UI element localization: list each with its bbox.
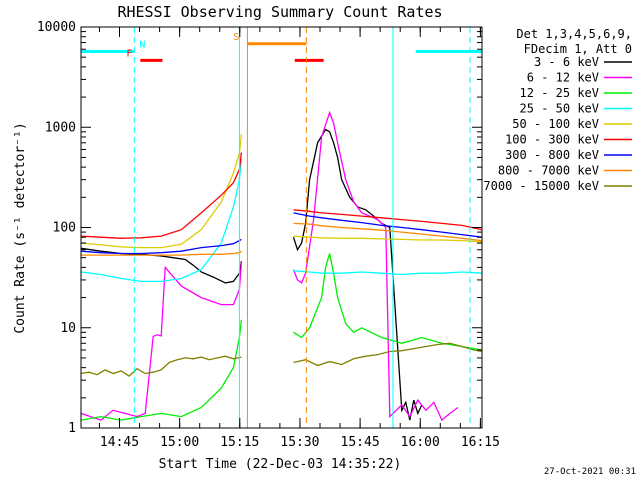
legend-header: FDecim 1, Att 0 xyxy=(524,42,632,56)
x-tick-label: 15:30 xyxy=(280,435,319,450)
series-line xyxy=(80,253,483,421)
marker-label: F xyxy=(126,48,132,59)
x-tick-label: 15:15 xyxy=(220,435,259,450)
x-tick-label: 14:45 xyxy=(100,435,139,450)
x-tick-label: 15:00 xyxy=(160,435,199,450)
legend: Det 1,3,4,5,6,9,FDecim 1, Att 03 - 6 keV… xyxy=(483,27,632,193)
x-axis-label: Start Time (22-Dec-03 14:35:22) xyxy=(159,457,402,472)
legend-label: 100 - 300 keV xyxy=(505,133,599,147)
footer-timestamp: 27-Oct-2021 00:31 xyxy=(544,467,636,477)
legend-label: 25 - 50 keV xyxy=(520,102,599,116)
y-axis: 1 10 100 1000 10000 xyxy=(37,20,482,436)
series-line xyxy=(80,152,483,239)
chart-title: RHESSI Observing Summary Count Rates xyxy=(117,3,442,21)
series-layer xyxy=(80,110,483,422)
series-line xyxy=(80,342,483,377)
y-tick-label: 100 xyxy=(53,221,76,236)
series-line xyxy=(80,128,423,421)
legend-label: 6 - 12 keV xyxy=(527,71,599,85)
marker-layer: NF S xyxy=(80,27,482,428)
x-tick-label: 15:45 xyxy=(341,435,380,450)
series-line xyxy=(80,212,483,255)
legend-label: 7000 - 15000 keV xyxy=(483,179,599,193)
marker-label: N xyxy=(139,39,145,50)
legend-label: 12 - 25 keV xyxy=(520,86,599,100)
legend-label: 50 - 100 keV xyxy=(512,117,599,131)
series-line xyxy=(80,159,483,283)
y-tick-label: 1 xyxy=(68,421,76,436)
y-tick-label: 1000 xyxy=(45,120,76,135)
legend-header: Det 1,3,4,5,6,9, xyxy=(516,27,632,41)
plot-frame xyxy=(80,26,483,429)
x-axis: 14:45 15:00 15:15 15:30 15:45 16:00 16:15 xyxy=(98,27,500,450)
y-tick-label: 10000 xyxy=(37,20,76,35)
legend-label: 300 - 800 keV xyxy=(505,148,599,162)
series-line xyxy=(80,134,483,249)
legend-label: 3 - 6 keV xyxy=(534,55,599,69)
series-line xyxy=(81,222,483,256)
y-tick-label: 10 xyxy=(60,321,76,336)
series-line xyxy=(80,110,459,422)
y-axis-label: Count Rate (s⁻¹ detector⁻¹) xyxy=(13,122,28,333)
legend-label: 800 - 7000 keV xyxy=(498,164,599,178)
x-tick-label: 16:15 xyxy=(461,435,500,450)
x-tick-label: 16:00 xyxy=(401,435,440,450)
marker-label: S xyxy=(233,32,239,43)
